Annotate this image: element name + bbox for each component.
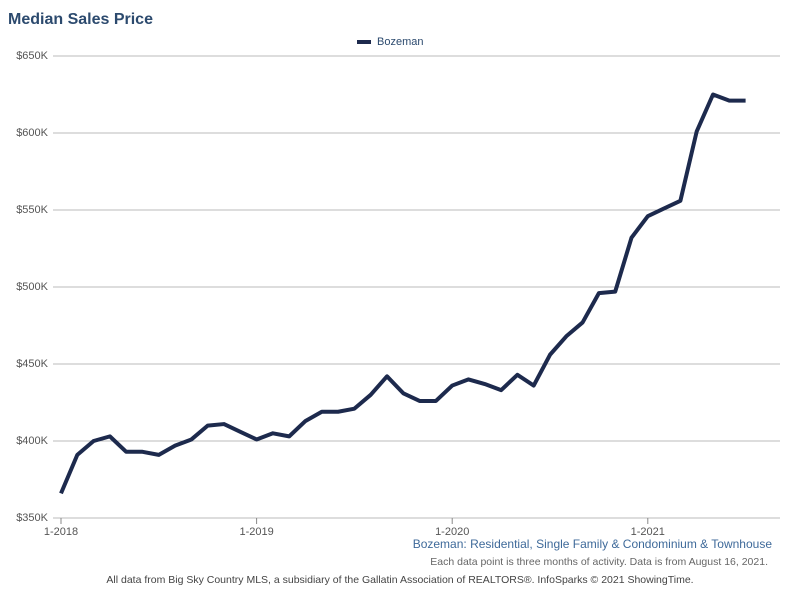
series-line: [59, 92, 746, 495]
x-tick-label: 1-2019: [239, 526, 273, 538]
source: All data from Big Sky Country MLS, a sub…: [106, 574, 693, 586]
x-tick-label: 1-2021: [631, 526, 665, 538]
note: Each data point is three months of activ…: [430, 556, 768, 568]
y-tick-label: $550K: [16, 204, 48, 216]
y-tick-label: $500K: [16, 281, 48, 293]
legend-label: Bozeman: [377, 36, 423, 48]
subtitle: Bozeman: Residential, Single Family & Co…: [413, 537, 773, 551]
y-tick-label: $450K: [16, 358, 48, 370]
y-tick-label: $650K: [16, 50, 48, 62]
y-tick-label: $600K: [16, 127, 48, 139]
y-tick-label: $400K: [16, 435, 48, 447]
x-tick-label: 1-2020: [435, 526, 469, 538]
y-tick-label: $350K: [16, 512, 48, 524]
chart-title: Median Sales Price: [8, 11, 153, 28]
x-tick-label: 1-2018: [44, 526, 78, 538]
